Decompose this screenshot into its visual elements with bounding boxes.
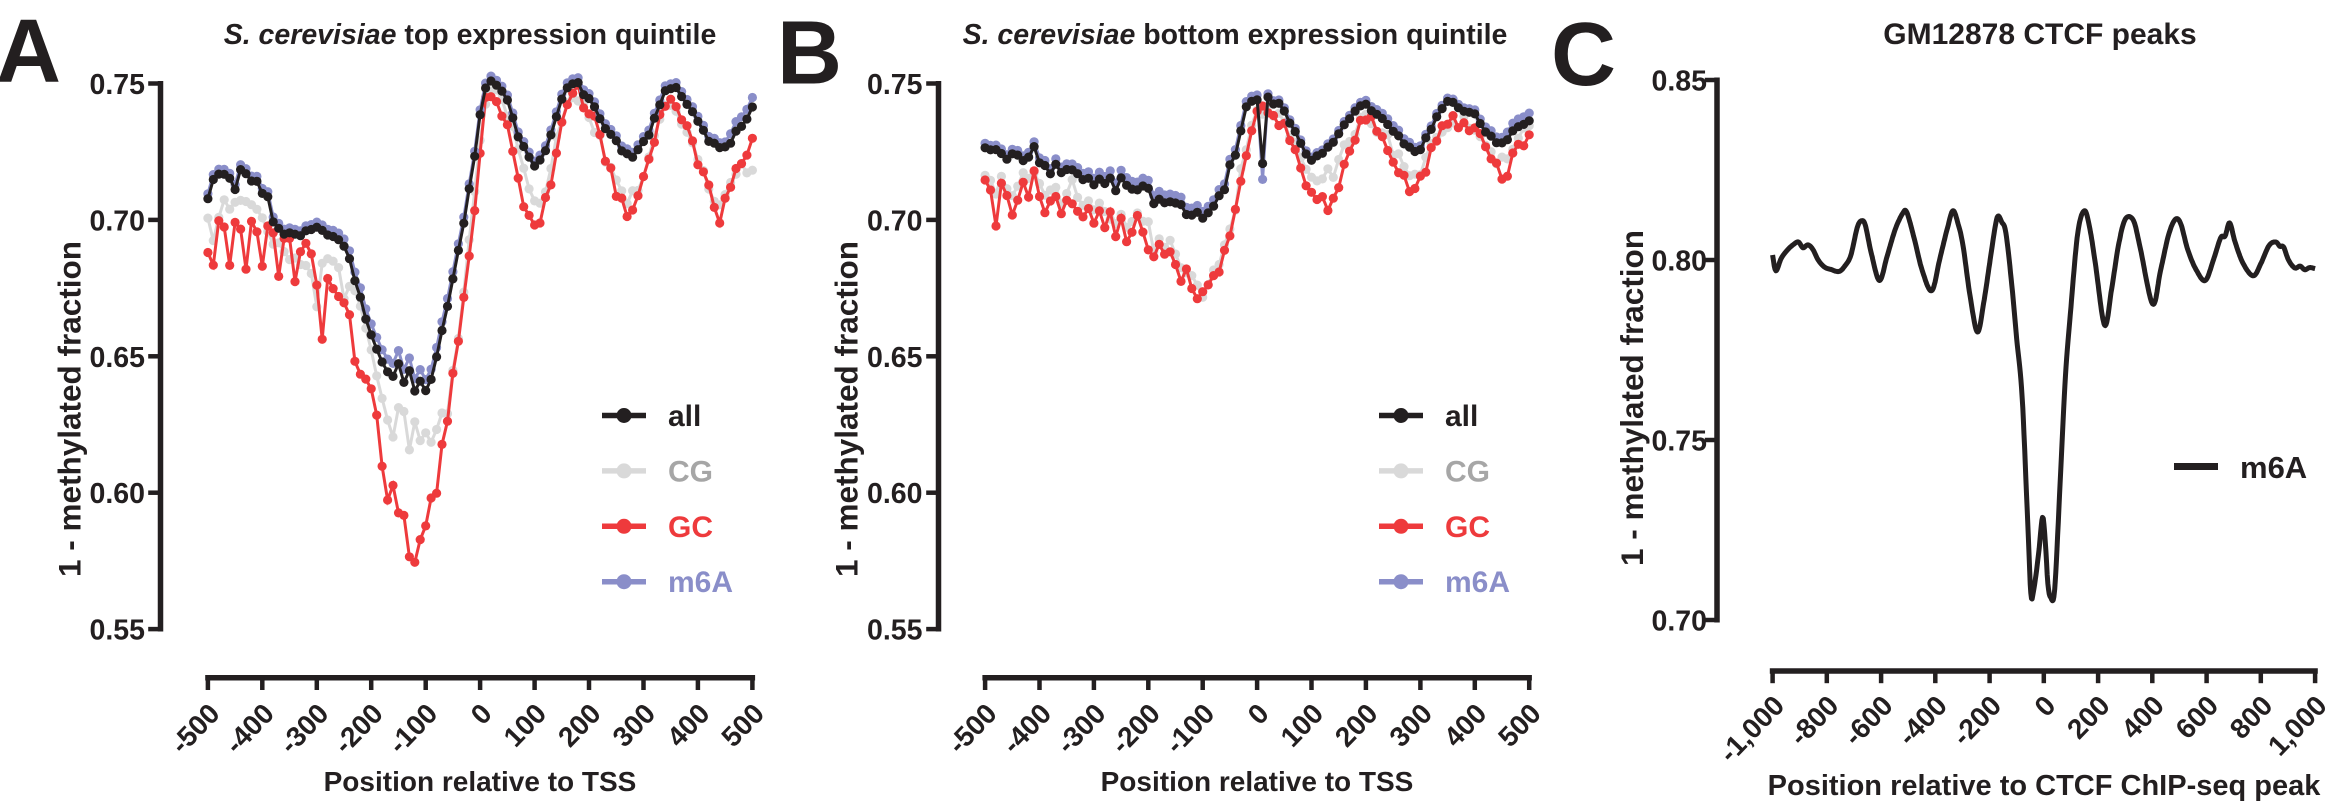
svg-text:S. cerevisiae top expression q: S. cerevisiae top expression quintile (224, 19, 717, 51)
svg-text:CG: CG (1445, 455, 1490, 488)
svg-text:0.75: 0.75 (1652, 426, 1708, 458)
svg-text:0.70: 0.70 (90, 205, 145, 237)
svg-text:0.65: 0.65 (90, 342, 146, 374)
svg-text:1 - methylated fraction: 1 - methylated fraction (52, 241, 88, 577)
svg-text:0.65: 0.65 (867, 342, 923, 374)
svg-text:Position relative to TSS: Position relative to TSS (324, 766, 637, 797)
svg-text:Position relative to TSS: Position relative to TSS (1101, 766, 1414, 797)
svg-text:all: all (1445, 400, 1478, 433)
svg-text:0.60: 0.60 (867, 478, 922, 510)
svg-text:C: C (1551, 5, 1616, 105)
svg-text:GC: GC (668, 511, 713, 544)
svg-text:m6A: m6A (1445, 566, 1510, 599)
svg-text:0.60: 0.60 (90, 478, 145, 510)
svg-text:0.70: 0.70 (1652, 606, 1707, 638)
svg-text:1 - methylated fraction: 1 - methylated fraction (829, 241, 865, 577)
svg-text:0.70: 0.70 (867, 205, 922, 237)
svg-text:Position relative to CTCF ChIP: Position relative to CTCF ChIP-seq peak (1768, 770, 2322, 802)
svg-text:0.85: 0.85 (1652, 66, 1708, 98)
svg-text:A: A (0, 2, 61, 102)
svg-text:0.80: 0.80 (1652, 246, 1707, 278)
svg-text:CG: CG (668, 455, 713, 488)
svg-text:GC: GC (1445, 511, 1490, 544)
svg-text:B: B (777, 4, 842, 104)
svg-text:0.75: 0.75 (90, 69, 146, 101)
svg-text:0.75: 0.75 (867, 69, 923, 101)
svg-text:S. cerevisiae bottom expressio: S. cerevisiae bottom expression quintile (963, 19, 1508, 51)
svg-text:1 - methylated fraction: 1 - methylated fraction (1614, 230, 1650, 566)
svg-text:all: all (668, 400, 701, 433)
svg-text:m6A: m6A (2240, 450, 2307, 485)
svg-text:GM12878 CTCF peaks: GM12878 CTCF peaks (1883, 18, 2196, 51)
svg-text:0.55: 0.55 (90, 615, 146, 647)
svg-text:m6A: m6A (668, 566, 733, 599)
svg-text:0.55: 0.55 (867, 615, 923, 647)
